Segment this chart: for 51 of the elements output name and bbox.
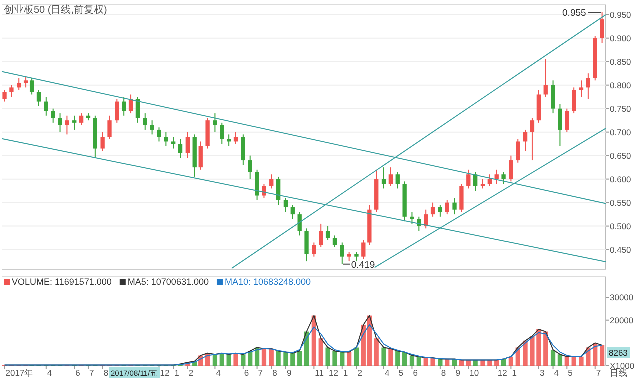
x-tick-label: 4 (47, 368, 52, 378)
x-tick-label: 6 (413, 368, 418, 378)
x-tick-label: 7 (596, 368, 602, 378)
x-tick-label: 8 (104, 368, 109, 378)
y-tick-label: 0.550 (610, 198, 632, 208)
x-tick-label: 1 (343, 368, 348, 378)
x-tick-label: 6 (76, 368, 81, 378)
y-tick-label: X1000 (610, 361, 635, 371)
y-tick-label: 0.500 (610, 221, 632, 232)
y-tick-label: 0.600 (610, 174, 632, 184)
x-tick-label: 7 (258, 368, 264, 378)
x-tick-label: 9 (286, 368, 292, 378)
y-tick-label: 0.450 (610, 244, 632, 255)
x-tick-label: 7 (89, 368, 94, 378)
x-tick-label: 10 (470, 368, 480, 378)
x-tick-label: 12 (498, 368, 508, 378)
x-tick-label: 12 (329, 368, 339, 378)
x-tick-label: 1 (174, 368, 180, 378)
y-tick-label: 0.850 (610, 56, 632, 67)
x-tick-label: 8 (272, 368, 278, 378)
x-tick-label: 12 (160, 368, 170, 378)
annotation: 0.955 (562, 8, 586, 20)
y-tick-label: 30000 (610, 292, 634, 303)
x-tick-label: 8 (441, 368, 446, 378)
x-tick-label: 3 (540, 368, 545, 378)
x-tick-label: 2 (188, 368, 194, 378)
x-tick-label: 4 (554, 368, 560, 378)
y-tick-label: 0.700 (610, 127, 632, 138)
legend-label: VOLUME: 11691571.000 (12, 277, 112, 287)
x-tick-label: 9 (456, 368, 461, 378)
x-tick-label: 2 (358, 368, 363, 378)
chart-title: 创业板50 (日线,前复权) (4, 4, 108, 16)
x-tick-label: 5 (398, 368, 404, 378)
y-tick-label: 0.950 (610, 10, 632, 20)
y-tick-label: 20000 (610, 315, 634, 326)
x-tick-label: 2017年 (6, 368, 34, 378)
x-tick-label: 6 (244, 368, 250, 378)
legend-label: MA10: 10683248.000 (224, 277, 312, 287)
text: 日线 (610, 368, 628, 378)
legend-label: MA5: 10700631.000 (128, 277, 209, 287)
x-tick-label: 4 (385, 368, 390, 378)
y-tick-label: 0.900 (610, 33, 632, 44)
y-tick-label: 0.800 (610, 80, 632, 90)
y-tick-label: 0.750 (610, 104, 632, 114)
x-tick-label: 11 (315, 368, 324, 378)
x-tick-label: 5 (568, 368, 574, 378)
annotation: 0.419 (351, 260, 376, 271)
x-tick-label: 4 (216, 368, 222, 378)
text: 8263 (609, 348, 628, 358)
y-tick-label: 0.650 (610, 150, 632, 161)
x-tick-label: 1 (512, 368, 518, 378)
